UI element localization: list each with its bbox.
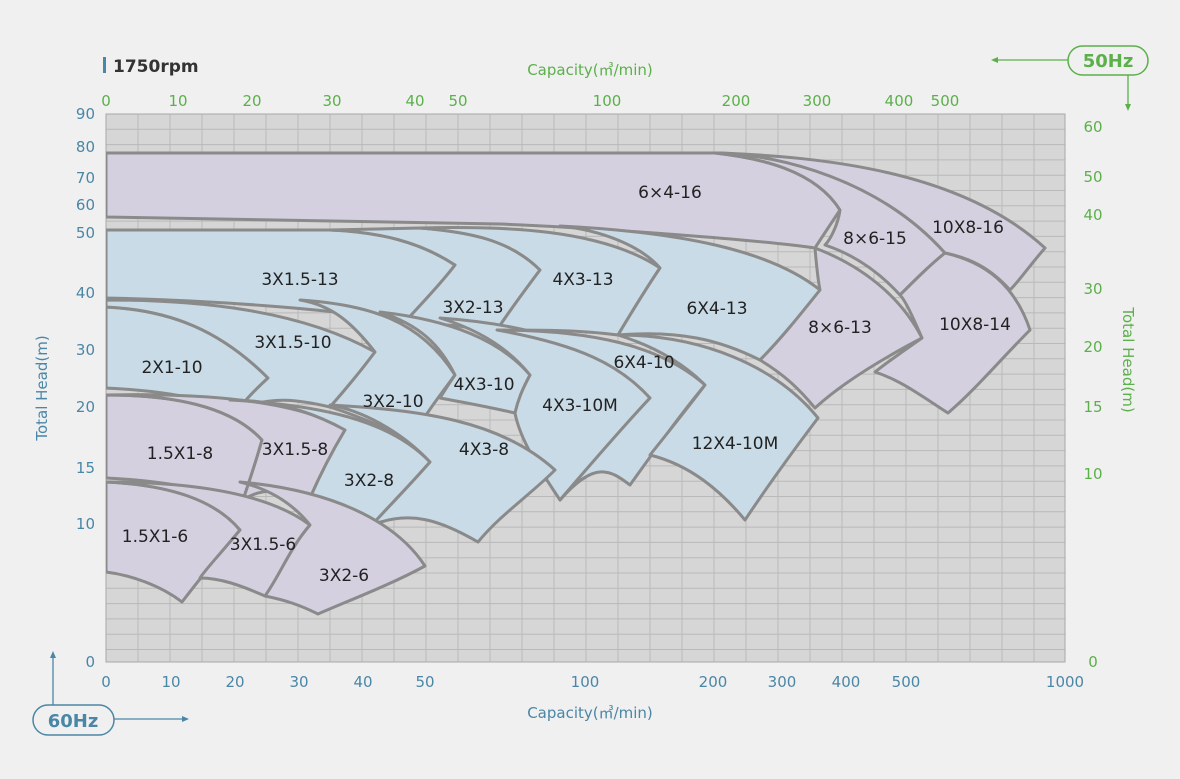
tick-label: 40 <box>353 673 372 691</box>
region-3x1-5-6 <box>106 480 312 598</box>
tick-label: 50 <box>76 224 95 242</box>
tick-label: 200 <box>722 92 751 110</box>
tick-label: 50 <box>1083 168 1102 186</box>
region-3x1-5-10 <box>106 298 377 412</box>
label-3x2-13: 3X2-13 <box>442 298 503 318</box>
tick-label: 20 <box>225 673 244 691</box>
arrow-down-icon <box>1125 104 1131 111</box>
region-10x8-14 <box>873 251 1032 415</box>
label-3x1-5-8: 3X1.5-8 <box>262 440 328 460</box>
label-6x4-13: 6X4-13 <box>686 299 747 319</box>
tick-label: 10 <box>76 515 95 533</box>
tick-label: 200 <box>699 673 728 691</box>
tick-label: 10 <box>161 673 180 691</box>
x-ticks-50hz: 0 10 20 30 40 50 100 200 300 400 500 <box>101 92 959 110</box>
tick-label: 0 <box>1088 653 1098 671</box>
region-4x3-10 <box>378 310 532 415</box>
tick-label: 80 <box>76 138 95 156</box>
badge-50hz: 50Hz <box>991 45 1149 111</box>
tick-label: 20 <box>76 398 95 416</box>
tick-label: 70 <box>76 169 95 187</box>
arrow-up-icon <box>50 651 56 658</box>
y-axis-label-50hz: Total Head(m) <box>1119 306 1137 412</box>
y-ticks-50hz: 0 10 15 20 30 40 50 60 <box>1083 118 1102 671</box>
rpm-marker <box>103 57 106 73</box>
tick-label: 40 <box>1083 206 1102 224</box>
pump-regions <box>106 151 1047 616</box>
label-3x1-5-6: 3X1.5-6 <box>230 535 296 555</box>
tick-label: 20 <box>242 92 261 110</box>
x-ticks-60hz: 0 10 20 30 40 50 100 200 300 400 500 1000 <box>101 673 1084 691</box>
tick-label: 400 <box>885 92 914 110</box>
y-axis-label-60hz: Total Head(m) <box>33 335 51 441</box>
rpm-label: 1750rpm <box>113 57 199 77</box>
region-4x3-8 <box>328 403 557 544</box>
tick-label: 0 <box>101 92 111 110</box>
tick-label: 0 <box>85 653 95 671</box>
tick-label: 300 <box>768 673 797 691</box>
label-4x3-10: 4X3-10 <box>453 375 514 395</box>
label-1-5x1-6: 1.5X1-6 <box>122 527 188 547</box>
label-4x3-8: 4X3-8 <box>459 440 509 460</box>
label-12x4-10m: 12X4-10M <box>692 434 779 454</box>
tick-label: 60 <box>76 196 95 214</box>
tick-label: 100 <box>593 92 622 110</box>
tick-label: 1000 <box>1046 673 1084 691</box>
label-2x1-10: 2X1-10 <box>141 358 202 378</box>
label-3x1-5-13: 3X1.5-13 <box>261 270 338 290</box>
tick-label: 400 <box>832 673 861 691</box>
tick-label: 50 <box>415 673 434 691</box>
label-4x3-10m: 4X3-10M <box>542 396 618 416</box>
region-3x2-6 <box>238 480 427 616</box>
region-6x4-13 <box>558 224 822 362</box>
tick-label: 50 <box>448 92 467 110</box>
tick-label: 90 <box>76 105 95 123</box>
region-8x6-13 <box>758 246 924 410</box>
badge-60hz-text: 60Hz <box>48 711 99 732</box>
label-3x2-8: 3X2-8 <box>344 471 394 491</box>
tick-label: 40 <box>76 284 95 302</box>
region-6x4-10 <box>495 328 707 502</box>
label-6x4-16: 6×4-16 <box>638 183 702 203</box>
label-3x2-6: 3X2-6 <box>319 566 369 586</box>
region-labels: 6×4-16 8×6-15 10X8-16 3X1.5-13 3X2-13 4X… <box>122 183 1011 586</box>
arrow-left-icon <box>991 57 998 63</box>
tick-label: 300 <box>803 92 832 110</box>
x-axis-label-60hz: Capacity(㎥/min) <box>527 704 653 722</box>
label-1-5x1-8: 1.5X1-8 <box>147 444 213 464</box>
tick-label: 30 <box>289 673 308 691</box>
tick-label: 15 <box>1083 398 1102 416</box>
label-10x8-14: 10X8-14 <box>939 315 1011 335</box>
tick-label: 60 <box>1083 118 1102 136</box>
badge-60hz: 60Hz <box>32 651 189 736</box>
label-3x2-10: 3X2-10 <box>362 392 423 412</box>
tick-label: 30 <box>76 341 95 359</box>
label-6x4-10: 6X4-10 <box>613 353 674 373</box>
tick-label: 15 <box>76 459 95 477</box>
tick-label: 100 <box>571 673 600 691</box>
region-4x3-13 <box>418 226 662 337</box>
tick-label: 30 <box>1083 280 1102 298</box>
label-8x6-15: 8×6-15 <box>843 229 907 249</box>
label-4x3-13: 4X3-13 <box>552 270 613 290</box>
tick-label: 40 <box>405 92 424 110</box>
badge-50hz-text: 50Hz <box>1083 51 1134 72</box>
tick-label: 0 <box>101 673 111 691</box>
tick-label: 20 <box>1083 338 1102 356</box>
arrow-right-icon <box>182 716 189 722</box>
y-ticks-60hz: 0 10 15 20 30 40 50 60 70 80 90 <box>76 105 95 671</box>
x-axis-label-50hz: Capacity(㎥/min) <box>527 61 653 79</box>
region-12x4-10m <box>616 333 820 522</box>
label-8x6-13: 8×6-13 <box>808 318 872 338</box>
tick-label: 10 <box>1083 465 1102 483</box>
tick-label: 500 <box>931 92 960 110</box>
tick-label: 30 <box>322 92 341 110</box>
label-10x8-16: 10X8-16 <box>932 218 1004 238</box>
tick-label: 10 <box>168 92 187 110</box>
tick-label: 500 <box>892 673 921 691</box>
label-3x1-5-10: 3X1.5-10 <box>254 333 331 353</box>
